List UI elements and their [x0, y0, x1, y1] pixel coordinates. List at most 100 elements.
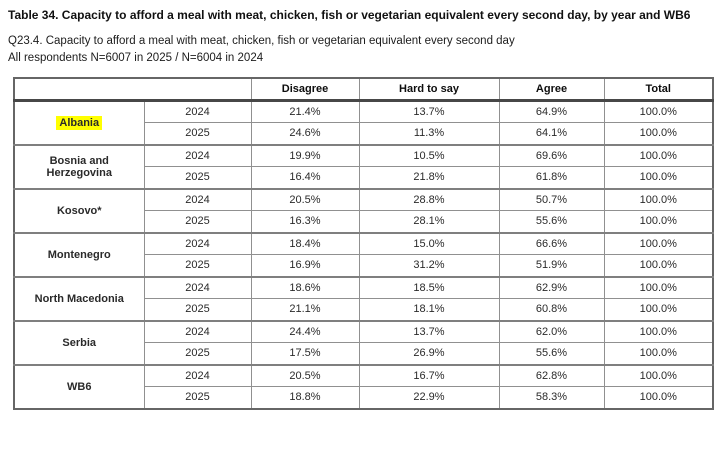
value-cell: 20.5%	[250, 363, 360, 388]
value-cell: 31.2%	[358, 254, 500, 278]
report-page: Table 34. Capacity to afford a meal with…	[8, 8, 714, 410]
value-cell: 18.8%	[250, 386, 360, 410]
value-cell: 13.7%	[358, 99, 500, 124]
table-row: Montenegro 2024 18.4% 15.0% 66.6% 100.0%	[13, 231, 714, 278]
value-cell: 64.9%	[498, 99, 605, 124]
value-cell: 18.6%	[250, 275, 360, 300]
table-row: Bosnia and Herzegovina 2024 19.9% 10.5% …	[13, 143, 714, 190]
value-cell: 58.3%	[498, 386, 605, 410]
country-cell-kosovo: Kosovo*	[13, 187, 145, 234]
value-cell: 100.0%	[603, 254, 714, 278]
value-cell: 18.1%	[358, 298, 500, 322]
value-cell: 28.1%	[358, 210, 500, 234]
year-cell: 2025	[143, 386, 252, 410]
value-cell: 55.6%	[498, 210, 605, 234]
year-cell: 2025	[143, 122, 252, 146]
value-cell: 16.3%	[250, 210, 360, 234]
year-cell: 2024	[143, 319, 252, 344]
country-cell-wb6: WB6	[13, 363, 145, 410]
value-cell: 16.9%	[250, 254, 360, 278]
country-label: Bosnia and Herzegovina	[46, 154, 112, 179]
value-cell: 100.0%	[603, 166, 714, 190]
header-row: Disagree Hard to say Agree Total	[13, 77, 714, 103]
value-cell: 24.6%	[250, 122, 360, 146]
year-cell: 2024	[143, 275, 252, 300]
value-cell: 17.5%	[250, 342, 360, 366]
year-cell: 2024	[143, 187, 252, 212]
value-cell: 26.9%	[358, 342, 500, 366]
year-cell: 2025	[143, 298, 252, 322]
value-cell: 15.0%	[358, 231, 500, 256]
country-label-highlighted: Albania	[56, 115, 103, 130]
table-row: Kosovo* 2024 20.5% 28.8% 50.7% 100.0%	[13, 187, 714, 234]
country-cell-north-macedonia: North Macedonia	[13, 275, 145, 322]
value-cell: 61.8%	[498, 166, 605, 190]
year-cell: 2024	[143, 99, 252, 124]
value-cell: 60.8%	[498, 298, 605, 322]
value-cell: 18.5%	[358, 275, 500, 300]
year-cell: 2025	[143, 254, 252, 278]
value-cell: 51.9%	[498, 254, 605, 278]
value-cell: 62.9%	[498, 275, 605, 300]
table-row: Serbia 2024 24.4% 13.7% 62.0% 100.0%	[13, 319, 714, 366]
year-cell: 2025	[143, 166, 252, 190]
value-cell: 62.0%	[498, 319, 605, 344]
value-cell: 20.5%	[250, 187, 360, 212]
value-cell: 16.7%	[358, 363, 500, 388]
value-cell: 100.0%	[603, 319, 714, 344]
table-row: 2025 16.3% 28.1% 55.6% 100.0%	[14, 210, 714, 234]
value-cell: 64.1%	[498, 122, 605, 146]
value-cell: 18.4%	[250, 231, 360, 256]
table-row: 2025 21.1% 18.1% 60.8% 100.0%	[14, 298, 714, 322]
value-cell: 16.4%	[250, 166, 360, 190]
value-cell: 22.9%	[358, 386, 500, 410]
question-subtitle: Q23.4. Capacity to afford a meal with me…	[8, 34, 515, 47]
country-label: Montenegro	[47, 248, 111, 261]
results-table: Disagree Hard to say Agree Total Albania…	[13, 76, 714, 410]
value-cell: 24.4%	[250, 319, 360, 344]
value-cell: 69.6%	[498, 143, 605, 168]
country-label: Kosovo*	[56, 204, 102, 217]
value-cell: 100.0%	[603, 275, 714, 300]
value-cell: 100.0%	[603, 143, 714, 168]
value-cell: 100.0%	[603, 187, 714, 212]
country-cell-serbia: Serbia	[13, 319, 145, 366]
table-row: Albania 2024 21.4% 13.7% 64.9% 100.0%	[13, 99, 714, 146]
value-cell: 100.0%	[603, 210, 714, 234]
value-cell: 50.7%	[498, 187, 605, 212]
column-header-hard-to-say: Hard to say	[358, 77, 500, 103]
country-label: North Macedonia	[34, 292, 124, 305]
year-cell: 2024	[143, 143, 252, 168]
value-cell: 100.0%	[603, 363, 714, 388]
table-row: WB6 2024 20.5% 16.7% 62.8% 100.0%	[13, 363, 714, 410]
column-header-agree: Agree	[498, 77, 605, 103]
table-row: North Macedonia 2024 18.6% 18.5% 62.9% 1…	[13, 275, 714, 322]
year-cell: 2025	[143, 210, 252, 234]
value-cell: 10.5%	[358, 143, 500, 168]
year-cell: 2025	[143, 342, 252, 366]
country-label: Serbia	[62, 336, 97, 349]
value-cell: 100.0%	[603, 231, 714, 256]
country-label: WB6	[67, 380, 92, 393]
year-cell: 2024	[143, 231, 252, 256]
country-cell-albania: Albania	[13, 99, 145, 146]
value-cell: 55.6%	[498, 342, 605, 366]
corner-cell	[13, 77, 252, 103]
value-cell: 100.0%	[603, 298, 714, 322]
year-cell: 2024	[143, 363, 252, 388]
value-cell: 19.9%	[250, 143, 360, 168]
value-cell: 62.8%	[498, 363, 605, 388]
page-title: Table 34. Capacity to afford a meal with…	[8, 8, 691, 22]
column-header-disagree: Disagree	[250, 77, 360, 103]
country-cell-montenegro: Montenegro	[13, 231, 145, 278]
value-cell: 21.8%	[358, 166, 500, 190]
value-cell: 100.0%	[603, 342, 714, 366]
table-row: 2025 16.9% 31.2% 51.9% 100.0%	[14, 254, 714, 278]
country-cell-bosnia-and-herzegovina: Bosnia and Herzegovina	[13, 143, 145, 190]
value-cell: 11.3%	[358, 122, 500, 146]
value-cell: 28.8%	[358, 187, 500, 212]
table-row: 2025 18.8% 22.9% 58.3% 100.0%	[14, 386, 714, 410]
respondents-note: All respondents N=6007 in 2025 / N=6004 …	[8, 51, 264, 64]
column-header-total: Total	[603, 77, 714, 103]
value-cell: 66.6%	[498, 231, 605, 256]
